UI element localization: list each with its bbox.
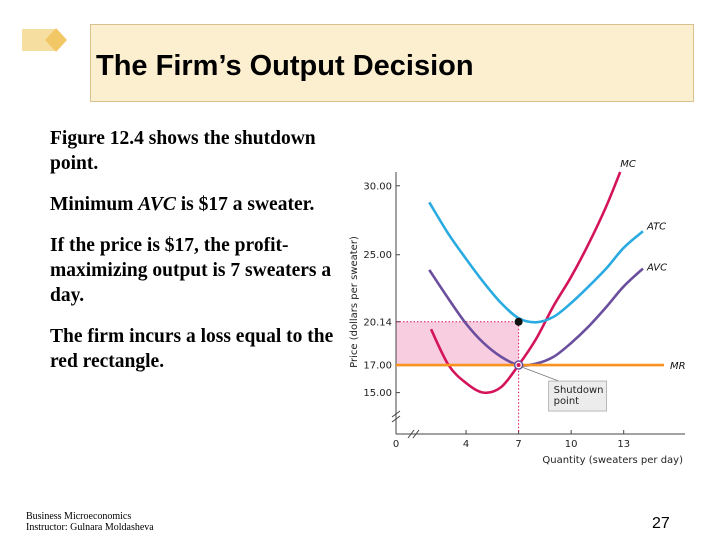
diamond-decoration-icon [22, 28, 67, 52]
callout-leader [521, 366, 559, 382]
series-mr-label: MR [670, 361, 686, 372]
x-axis-title: Quantity (sweaters per day) [542, 455, 683, 466]
y-tick-label: 17.00 [363, 361, 392, 372]
body-paragraph-1: Figure 12.4 shows the shutdown point. [50, 126, 350, 176]
footer-course: Business Microeconomics [26, 511, 132, 522]
x-tick-label: 10 [565, 439, 578, 450]
footer-instructor: Instructor: Gulnara Moldasheva [26, 522, 154, 533]
x-tick-label: 4 [463, 439, 469, 450]
body-text-run: The firm incurs a loss equal to the red … [50, 326, 334, 372]
footer: Business Microeconomics Instructor: Guln… [26, 511, 154, 533]
body-text-run: Minimum [50, 194, 139, 215]
series-mc-label: MC [620, 160, 636, 170]
y-tick-label: 25.00 [363, 250, 392, 261]
shutdown-point-marker-center [516, 363, 521, 368]
atc-point-marker [514, 317, 523, 326]
series-atc-label: ATC [646, 221, 666, 232]
y-axis-break [391, 410, 401, 418]
x-axis-break [407, 429, 415, 439]
shutdown-point-chart: 15.00 17.00 20.14 25.00 30.00 0 4 7 10 13 MC ATC AVC… [349, 160, 686, 466]
y-tick-label: 30.00 [363, 181, 392, 192]
slide-title: The Firm’s Output Decision [96, 50, 474, 82]
body-text-run: If the price is $17, the profit-maximizi… [50, 235, 332, 306]
y-tick-label: 20.14 [363, 317, 392, 328]
loss-rectangle [396, 321, 519, 366]
series-avc-label: AVC [646, 263, 667, 274]
body-paragraph-2: Minimum AVC is $17 a sweater. [50, 192, 350, 217]
shutdown-callout-text: Shutdown [554, 385, 604, 396]
x-tick-label: 13 [617, 439, 630, 450]
series-atc-line [428, 201, 644, 324]
body-text: Figure 12.4 shows the shutdown point. Min… [50, 126, 350, 390]
title-banner [90, 24, 694, 102]
x-axis-break [412, 429, 420, 439]
y-axis-title: Price (dollars per sweater) [349, 236, 360, 368]
page-number: 27 [652, 515, 670, 532]
y-tick-label: 15.00 [363, 388, 392, 399]
body-text-run: AVC [138, 194, 176, 215]
series-mc-line [429, 171, 622, 395]
body-text-run: Figure 12.4 shows the shutdown point. [50, 128, 316, 174]
x-tick-label: 7 [515, 439, 521, 450]
x-tick-label: 0 [393, 439, 399, 450]
body-paragraph-3: If the price is $17, the profit-maximizi… [50, 233, 350, 308]
body-paragraph-4: The firm incurs a loss equal to the red … [50, 324, 350, 374]
body-text-run: is $17 a sweater. [175, 194, 315, 215]
y-axis-break [391, 415, 401, 423]
shutdown-callout-text: point [554, 396, 580, 407]
shutdown-callout-box [548, 380, 608, 412]
series-avc-line [428, 267, 644, 367]
